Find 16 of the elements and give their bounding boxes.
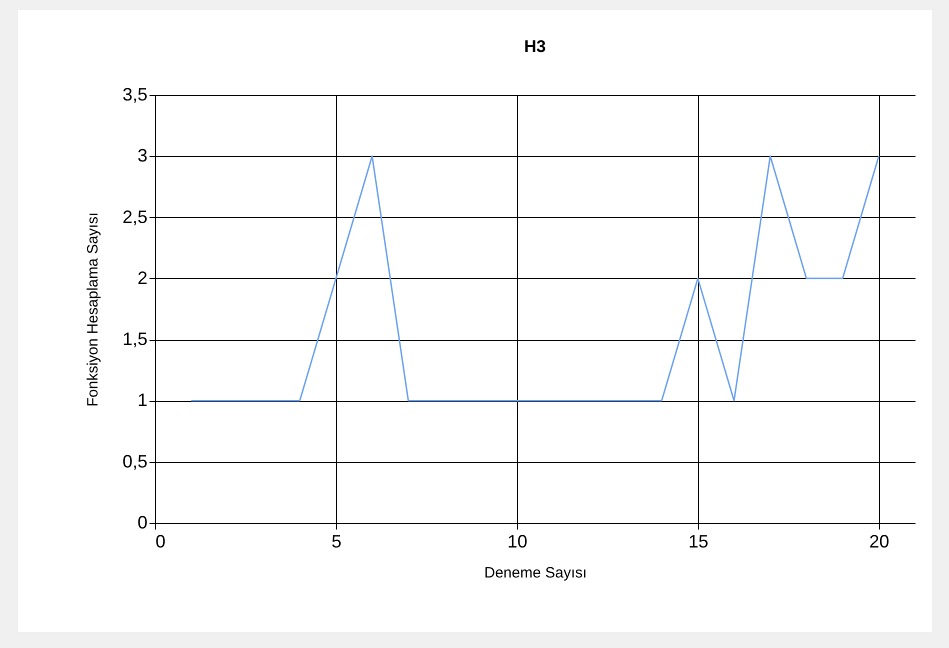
x-tick-label: 10 [507, 532, 528, 552]
y-tick-label: 0 [137, 512, 148, 532]
x-axis-title: Deneme Sayısı [484, 564, 587, 582]
chart-title: H3 [524, 37, 546, 56]
x-tick-label: 5 [331, 532, 342, 552]
y-tick-label: 1 [137, 390, 148, 410]
y-tick-label: 3 [137, 146, 148, 166]
x-tick-label: 20 [869, 532, 890, 552]
y-tick-label: 2 [137, 268, 148, 288]
y-axis-title: Fonksiyon Hesaplama Sayısı [84, 212, 102, 407]
y-tick-label: 3,5 [122, 84, 148, 104]
x-tick-label: 15 [688, 532, 708, 552]
y-tick-label: 0,5 [122, 451, 148, 472]
x-tick-label: 0 [156, 532, 166, 552]
y-tick-label: 1,5 [122, 329, 148, 350]
y-tick-label: 2,5 [122, 206, 148, 227]
